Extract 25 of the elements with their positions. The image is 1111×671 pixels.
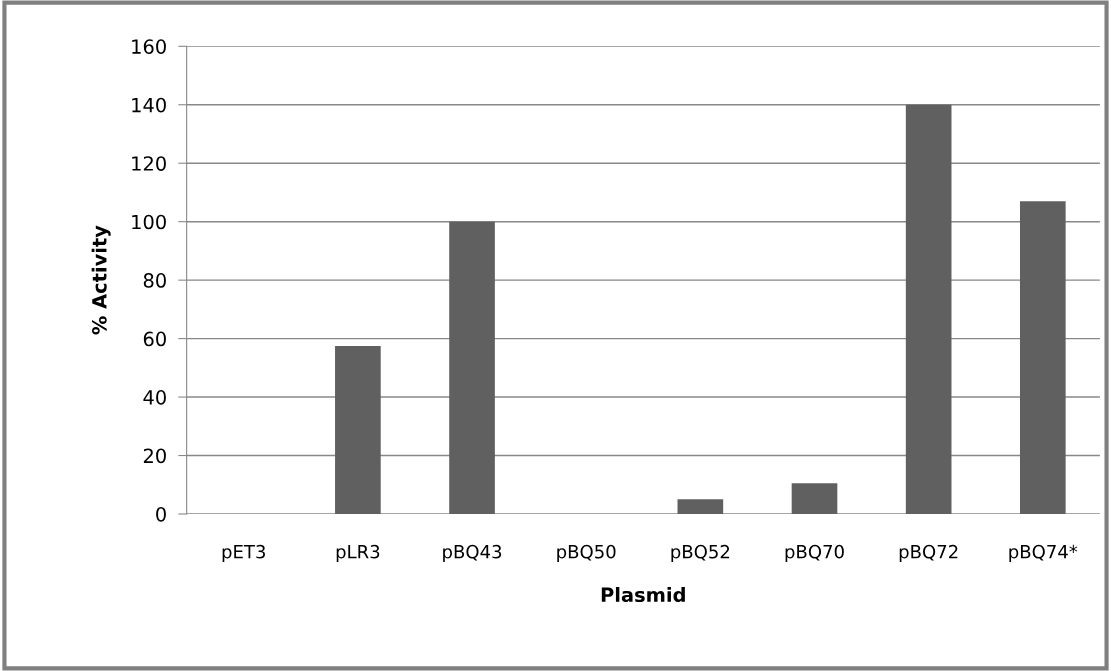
bar <box>335 345 381 514</box>
x-tick-label: pBQ72 <box>899 544 958 563</box>
x-axis-title: Plasmid <box>601 587 685 603</box>
x-tick-label: pLR3 <box>336 544 380 563</box>
y-axis-title: % Activity <box>91 225 111 335</box>
y-tick-label: 0 <box>156 506 166 522</box>
y-tick-label: 100 <box>132 214 166 230</box>
y-tick-label: 40 <box>143 390 166 405</box>
x-tick-label: pBQ50 <box>557 544 616 563</box>
bar <box>1019 201 1066 514</box>
y-tick-label: 140 <box>132 97 166 113</box>
y-tick-label: 80 <box>143 273 166 288</box>
y-tick-label: 20 <box>143 448 166 464</box>
bar <box>791 483 838 514</box>
bar <box>449 221 495 514</box>
bar <box>677 499 724 514</box>
x-tick-label: pBQ74* <box>1009 544 1078 563</box>
x-tick-label: pBQ70 <box>785 544 844 563</box>
y-tick-label: 120 <box>132 156 166 171</box>
x-tick-label: pBQ43 <box>443 544 502 563</box>
x-tick-label: pBQ52 <box>671 544 730 563</box>
y-tick-label: 60 <box>143 331 166 347</box>
y-tick-label: 160 <box>132 39 166 54</box>
x-tick-label: pET3 <box>222 544 265 563</box>
bar <box>905 104 952 514</box>
